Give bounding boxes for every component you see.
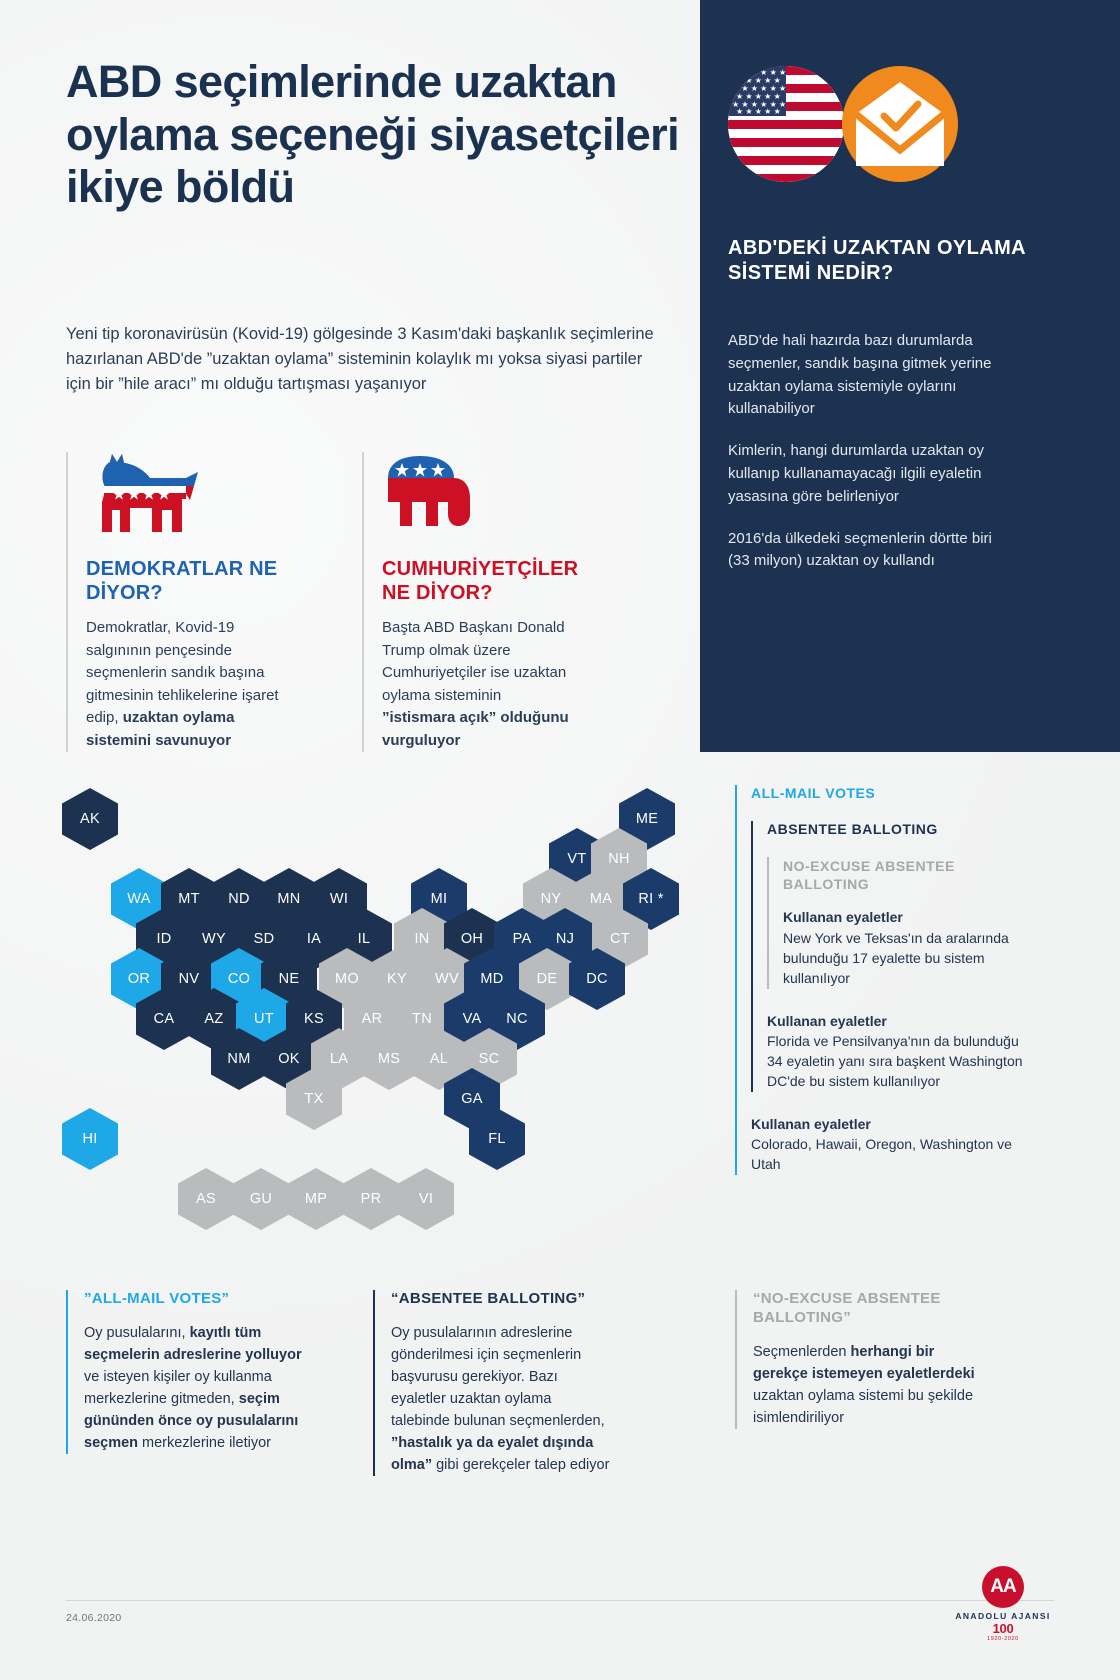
legend-block-text: Colorado, Hawaii, Oregon, Washington ve …	[751, 1136, 1012, 1173]
footer-divider	[66, 1600, 1054, 1601]
definition-body: Oy pusulalarını, kayıtlı tüm seçmelerin …	[84, 1322, 304, 1454]
legend-block-title: Kullanan eyaletler	[783, 909, 903, 926]
republican-elephant-icon	[382, 452, 577, 544]
legend-block-text: New York ve Teksas'ın da aralarında bulu…	[783, 929, 1009, 987]
party-card-democrats: DEMOKRATLAR NE DİYOR? Demokratlar, Kovid…	[66, 452, 281, 753]
definition-body: Oy pusulalarının adreslerine gönderilmes…	[391, 1322, 611, 1476]
panel-icons: ★ ★ ★ ★ ★ ★ ★ ★ ★ ★ ★ ★ ★ ★ ★ ★ ★ ★ ★ ★ …	[724, 62, 994, 207]
party-card-republicans: CUMHURİYETÇİLER NE DİYOR? Başta ABD Başk…	[362, 452, 579, 753]
party-body-plain: Demokratlar, Kovid-19 salgınının pençesi…	[86, 619, 279, 727]
page-title: ABD seçimlerinde uzaktan oylama seçeneği…	[66, 56, 680, 213]
text-bold: kayıtlı tüm seçmelerin adreslerine yollu…	[84, 1324, 302, 1363]
party-heading: CUMHURİYETÇİLER NE DİYOR?	[382, 558, 579, 604]
definition-heading: ”ALL-MAIL VOTES”	[84, 1290, 230, 1307]
map-hex-ak[interactable]: AK	[62, 788, 118, 850]
svg-text:★ ★ ★ ★ ★: ★ ★ ★ ★ ★	[736, 92, 781, 101]
publish-date: 24.06.2020	[66, 1612, 122, 1624]
text-bold: ”hastalık ya da eyalet dışında olma”	[391, 1434, 594, 1473]
legend-label: NO-EXCUSE ABSENTEE BALLOTING	[783, 858, 955, 893]
map-hex-tx[interactable]: TX	[286, 1068, 342, 1130]
democrat-donkey-icon	[86, 452, 281, 544]
panel-body: ABD'de hali hazırda bazı durumlarda seçm…	[728, 330, 998, 573]
text-segment: gibi gerekçeler talep ediyor	[432, 1456, 610, 1473]
logo-anniversary-years: 1920-2020	[987, 1636, 1019, 1642]
party-body: Başta ABD Başkanı Donald Trump olmak üze…	[382, 617, 577, 752]
svg-text:★ ★ ★ ★ ★ ★: ★ ★ ★ ★ ★ ★	[732, 84, 786, 93]
text-segment: ve isteyen kişiler oy kullanma merkezler…	[84, 1368, 272, 1407]
svg-text:★ ★ ★ ★ ★: ★ ★ ★ ★ ★	[736, 107, 781, 116]
legend-block-absentee: Kullanan eyaletler Florida ve Pensilvany…	[767, 1011, 1025, 1092]
page-subtitle: Yeni tip koronavirüsün (Kovid-19) gölges…	[66, 325, 654, 394]
legend-label: ALL-MAIL VOTES	[751, 785, 876, 801]
definition-all-mail-votes: ”ALL-MAIL VOTES” Oy pusulalarını, kayıtl…	[66, 1290, 304, 1454]
aa-logo-mark: AA	[982, 1566, 1024, 1608]
logo-anniversary: 100	[992, 1621, 1014, 1636]
text-bold: herhangi bir gerekçe istemeyen eyaletler…	[753, 1343, 975, 1382]
map-hex-ms[interactable]: MS	[361, 1028, 417, 1090]
map-hex-fl[interactable]: FL	[469, 1108, 525, 1170]
definition-no-excuse-absentee: “NO-EXCUSE ABSENTEE BALLOTING” Seçmenler…	[735, 1290, 985, 1429]
party-body-plain: Başta ABD Başkanı Donald Trump olmak üze…	[382, 619, 567, 704]
text-segment: merkezlerine iletiyor	[138, 1434, 271, 1451]
legend-absentee-balloting: ABSENTEE BALLOTING NO-EXCUSE ABSENTEE BA…	[751, 821, 1025, 1092]
definition-body: Seçmenlerden herhangi bir gerekçe isteme…	[753, 1341, 985, 1429]
panel-paragraph: ABD'de hali hazırda bazı durumlarda seçm…	[728, 332, 992, 418]
legend-all-mail-votes: ALL-MAIL VOTES ABSENTEE BALLOTING NO-EXC…	[735, 785, 1025, 1175]
map-hex-vi[interactable]: VI	[398, 1168, 454, 1230]
map-hex-as[interactable]: AS	[178, 1168, 234, 1230]
map-hex-mp[interactable]: MP	[288, 1168, 344, 1230]
party-body: Demokratlar, Kovid-19 salgınının pençesi…	[86, 617, 281, 752]
svg-text:★ ★ ★ ★ ★: ★ ★ ★ ★ ★	[736, 76, 781, 85]
legend-block-no-excuse: Kullanan eyaletler New York ve Teksas'ın…	[783, 907, 1025, 988]
map-hex-gu[interactable]: GU	[233, 1168, 289, 1230]
text-segment: uzaktan oylama sistemi bu şekilde isimle…	[753, 1387, 974, 1426]
legend-block-title: Kullanan eyaletler	[751, 1115, 871, 1132]
text-bold: seçim gününden önce oy pusulalarını seçm…	[84, 1390, 299, 1451]
map-hex-nm[interactable]: NM	[211, 1028, 267, 1090]
definition-absentee-balloting: “ABSENTEE BALLOTING” Oy pusulalarının ad…	[373, 1290, 611, 1476]
definition-heading: “NO-EXCUSE ABSENTEE BALLOTING”	[753, 1290, 941, 1326]
anadolu-agency-logo: AA ANADOLU AJANSI 100 1920-2020	[948, 1566, 1058, 1642]
svg-text:★ ★ ★ ★ ★ ★: ★ ★ ★ ★ ★ ★	[732, 100, 786, 109]
legend-block-title: Kullanan eyaletler	[767, 1012, 887, 1029]
us-flag-circle-icon: ★ ★ ★ ★ ★ ★ ★ ★ ★ ★ ★ ★ ★ ★ ★ ★ ★ ★ ★ ★ …	[728, 66, 844, 182]
legend-block-text: Florida ve Pensilvanya'nın da bulunduğu …	[767, 1032, 1023, 1090]
legend-block-all-mail: Kullanan eyaletler Colorado, Hawaii, Ore…	[751, 1114, 1025, 1175]
party-body-bold: uzaktan oylama sistemini savunuyor	[86, 709, 235, 749]
party-heading: DEMOKRATLAR NE DİYOR?	[86, 558, 278, 604]
panel-paragraph: 2016'da ülkedeki seçmenlerin dörtte biri…	[728, 529, 992, 570]
text-segment: Oy pusulalarını,	[84, 1324, 190, 1341]
mail-voting-panel: ★ ★ ★ ★ ★ ★ ★ ★ ★ ★ ★ ★ ★ ★ ★ ★ ★ ★ ★ ★ …	[700, 0, 1120, 752]
map-legend: ALL-MAIL VOTES ABSENTEE BALLOTING NO-EXC…	[735, 785, 1025, 1175]
logo-name: ANADOLU AJANSI	[955, 1611, 1051, 1621]
definition-heading: “ABSENTEE BALLOTING”	[391, 1290, 586, 1307]
party-body-bold: ”istismara açık” olduğunu vurguluyor	[382, 709, 569, 749]
panel-paragraph: Kimlerin, hangi durumlarda uzaktan oy ku…	[728, 442, 984, 505]
map-hex-hi[interactable]: HI	[62, 1108, 118, 1170]
us-hex-cartogram: AK ME VT NH WA MT ND MN WI MI NY MA RI * ID WY SD IA IL IN…	[0, 770, 700, 1260]
text-segment: Oy pusulalarının adreslerine gönderilmes…	[391, 1324, 605, 1429]
map-hex-pr[interactable]: PR	[343, 1168, 399, 1230]
text-segment: Seçmenlerden	[753, 1343, 851, 1360]
legend-label: ABSENTEE BALLOTING	[767, 821, 938, 837]
mail-ballot-envelope-check-icon	[842, 66, 958, 182]
panel-heading: ABD'DEKİ UZAKTAN OYLAMA SİSTEMİ NEDİR?	[728, 237, 1026, 284]
legend-no-excuse-absentee: NO-EXCUSE ABSENTEE BALLOTING Kullanan ey…	[767, 857, 1025, 989]
